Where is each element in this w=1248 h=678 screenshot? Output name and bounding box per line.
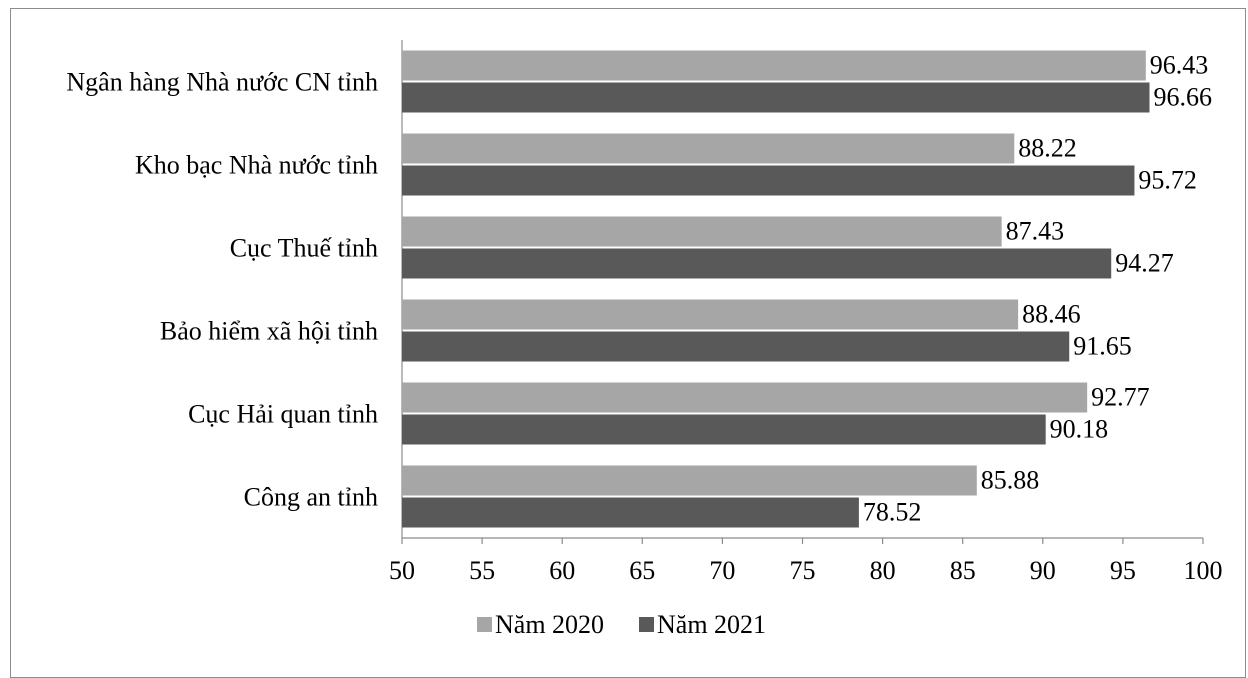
legend-label-1: Năm 2021 [657, 610, 766, 639]
x-tick-label-75: 75 [790, 556, 816, 585]
bar-2020-cat-5 [402, 465, 977, 496]
bar-2021-cat-1 [402, 165, 1135, 196]
category-label-cat-1: Kho bạc Nhà nước tỉnh [135, 151, 378, 180]
value-label-2020-cat-0: 96.43 [1150, 51, 1209, 80]
bar-2021-cat-3 [402, 331, 1070, 362]
bar-2020-cat-1 [402, 133, 1015, 164]
category-label-cat-2: Cục Thuế tỉnh [230, 234, 378, 263]
x-tick-label-60: 60 [549, 556, 575, 585]
x-tick-label-70: 70 [709, 556, 735, 585]
bar-2021-cat-4 [402, 414, 1046, 445]
value-label-2021-cat-5: 78.52 [863, 498, 922, 527]
bar-2020-cat-4 [402, 382, 1088, 413]
category-label-cat-0: Ngân hàng Nhà nước CN tỉnh [66, 68, 378, 97]
x-tick-label-95: 95 [1110, 556, 1136, 585]
x-tick-label-50: 50 [389, 556, 415, 585]
value-label-2021-cat-3: 91.65 [1073, 332, 1132, 361]
legend-swatch-0 [477, 617, 492, 632]
category-label-cat-5: Công an tỉnh [244, 483, 378, 512]
bar-2020-cat-3 [402, 299, 1019, 330]
value-label-2020-cat-4: 92.77 [1091, 383, 1150, 412]
bar-2021-cat-2 [402, 248, 1112, 279]
bar-2021-cat-0 [402, 82, 1150, 113]
bar-2020-cat-0 [402, 50, 1146, 81]
value-label-2020-cat-1: 88.22 [1018, 134, 1077, 163]
value-label-2021-cat-4: 90.18 [1050, 415, 1109, 444]
category-label-cat-3: Bảo hiểm xã hội tỉnh [160, 317, 378, 346]
value-label-2021-cat-2: 94.27 [1115, 249, 1174, 278]
x-tick-label-65: 65 [629, 556, 655, 585]
category-label-cat-4: Cục Hải quan tỉnh [188, 400, 378, 429]
legend-label-0: Năm 2020 [495, 610, 604, 639]
legend-swatch-1 [639, 617, 654, 632]
x-tick-label-85: 85 [950, 556, 976, 585]
x-tick-label-55: 55 [469, 556, 495, 585]
value-label-2020-cat-2: 87.43 [1006, 217, 1065, 246]
bar-chart: 50 55 60 65 70 75 80 85 90 95 100 Ngân hàng Nhà nướ… [66, 40, 1223, 639]
value-label-2020-cat-3: 88.46 [1022, 300, 1080, 329]
value-label-2021-cat-1: 95.72 [1138, 166, 1197, 195]
x-tick-label-100: 100 [1184, 556, 1223, 585]
bar-2021-cat-5 [402, 497, 859, 528]
x-tick-label-80: 80 [870, 556, 896, 585]
value-label-2020-cat-5: 85.88 [981, 466, 1040, 495]
bar-2020-cat-2 [402, 216, 1002, 247]
x-tick-label-90: 90 [1030, 556, 1056, 585]
value-label-2021-cat-0: 96.66 [1153, 83, 1212, 112]
